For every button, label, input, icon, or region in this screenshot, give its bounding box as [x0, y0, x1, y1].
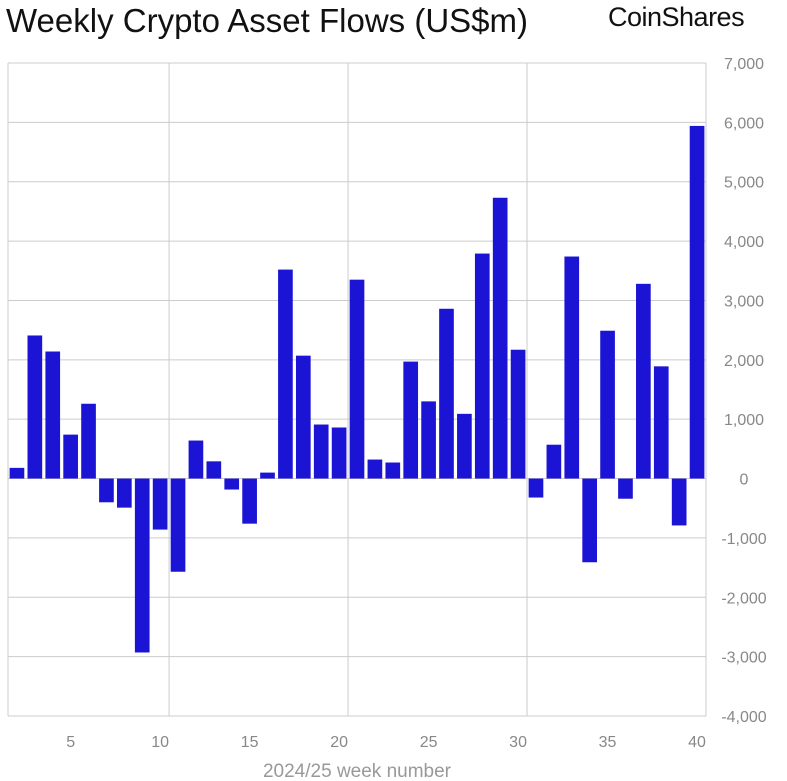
bar-week-18 [295, 355, 311, 479]
x-tick-label: 10 [151, 734, 169, 751]
y-tick-label: 0 [740, 472, 749, 489]
bar-week-10 [152, 478, 168, 530]
bars [9, 125, 705, 653]
x-tick-label: 30 [509, 734, 527, 751]
x-tick-label: 40 [688, 734, 706, 751]
bar-week-32 [546, 444, 562, 479]
y-tick-label: 3,000 [724, 293, 764, 310]
bar-week-4 [45, 351, 61, 479]
bar-week-13 [206, 461, 222, 479]
x-tick-label: 15 [241, 734, 259, 751]
bar-week-11 [170, 478, 186, 572]
bar-week-20 [331, 427, 347, 479]
coinshares-logo: CoinShares [608, 2, 745, 32]
bar-week-6 [81, 403, 96, 479]
bar-week-36 [618, 478, 633, 499]
bar-week-38 [653, 366, 669, 479]
bar-week-31 [528, 478, 544, 498]
y-tick-label: 1,000 [724, 412, 764, 429]
bar-week-24 [403, 361, 419, 479]
bar-week-12 [188, 440, 204, 479]
bar-week-22 [367, 459, 383, 479]
bar-week-39 [671, 478, 687, 526]
bar-week-30 [510, 349, 526, 479]
y-tick-label: 2,000 [724, 353, 764, 370]
y-tick-label: 4,000 [724, 234, 764, 251]
y-tick-label: 7,000 [724, 56, 764, 73]
bar-week-8 [116, 478, 132, 508]
x-tick-label: 35 [599, 734, 617, 751]
y-axis-ticks: 7,000 6,000 5,000 4,000 3,000 2,000 1,000 0 -1,0… [721, 56, 766, 726]
bar-week-16 [260, 472, 275, 479]
x-tick-label: 25 [420, 734, 438, 751]
y-tick-label: -4,000 [721, 709, 766, 726]
bar-week-15 [242, 478, 257, 524]
bar-week-37 [636, 283, 651, 479]
y-tick-label: 6,000 [724, 115, 764, 132]
bar-week-14 [224, 478, 240, 490]
chart-title: Weekly Crypto Asset Flows (US$m) [6, 2, 529, 39]
x-tick-label: 20 [330, 734, 348, 751]
bar-week-9 [134, 478, 150, 653]
bar-week-26 [439, 308, 454, 479]
bar-week-19 [313, 424, 329, 479]
x-tick-label: 5 [66, 734, 75, 751]
bar-week-7 [99, 478, 114, 503]
bar-week-17 [278, 269, 293, 479]
bar-week-25 [421, 401, 436, 479]
bar-week-35 [600, 330, 615, 479]
y-tick-label: 5,000 [724, 175, 764, 192]
bar-week-27 [457, 413, 472, 479]
bar-week-40 [689, 125, 705, 479]
bar-week-34 [582, 478, 598, 563]
bar-week-33 [564, 256, 580, 479]
bar-week-5 [63, 434, 78, 479]
y-tick-label: -3,000 [721, 650, 766, 667]
bar-week-29 [492, 197, 508, 479]
bar-week-23 [385, 462, 401, 479]
y-tick-label: -2,000 [721, 590, 766, 607]
bar-week-28 [474, 253, 490, 479]
bar-week-21 [349, 279, 365, 479]
bar-week-2 [9, 467, 25, 479]
x-axis-label: 2024/25 week number [263, 761, 452, 781]
bar-week-3 [27, 335, 43, 479]
x-axis-ticks: 5 10 15 20 25 30 35 40 [66, 734, 706, 751]
y-tick-label: -1,000 [721, 531, 766, 548]
